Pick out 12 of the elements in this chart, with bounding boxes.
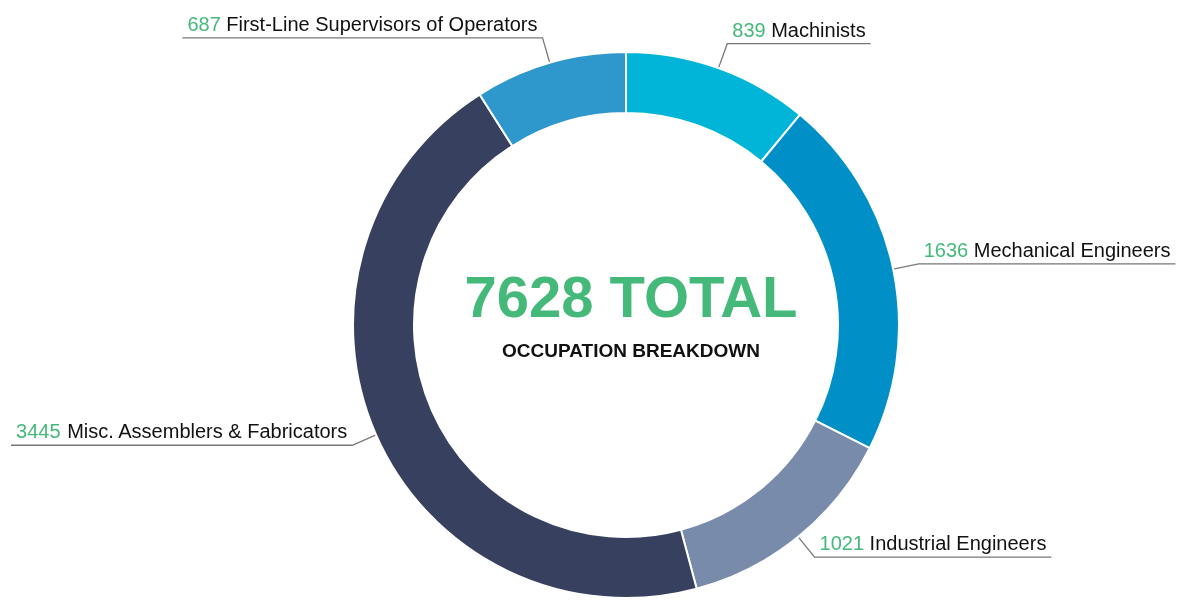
- data-label: 1021: [819, 532, 865, 555]
- data-label: 687: [187, 12, 221, 35]
- slice-label: First-Line Supervisors of Operators: [226, 12, 538, 35]
- data-label: 839: [732, 18, 766, 41]
- slice-label: Machinists: [771, 18, 866, 41]
- slice-label: Mechanical Engineers: [973, 238, 1171, 261]
- data-label: 3445: [16, 420, 61, 443]
- data-label: 1636: [923, 238, 969, 261]
- text: OCCUPATION BREAKDOWN: [502, 340, 760, 361]
- text: 7628 TOTAL: [464, 263, 798, 329]
- slice-label: Industrial Engineers: [869, 532, 1047, 555]
- slice-label: Misc. Assemblers & Fabricators: [67, 420, 348, 443]
